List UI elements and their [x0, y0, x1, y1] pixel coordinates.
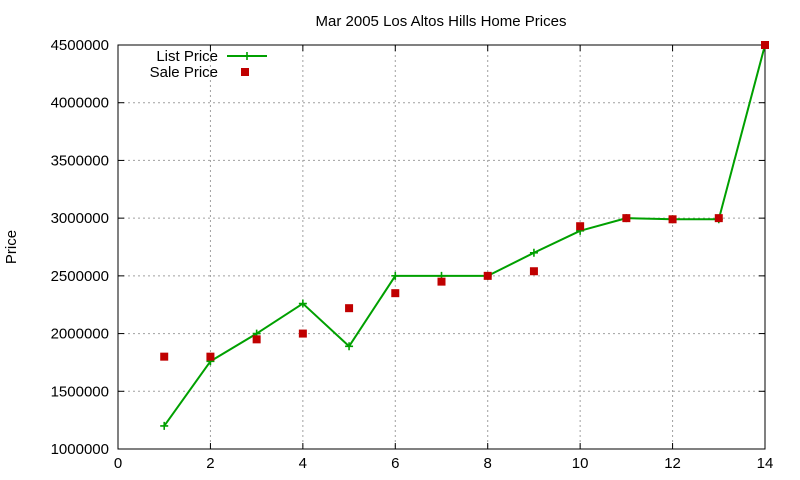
chart-title: Mar 2005 Los Altos Hills Home Prices [316, 13, 567, 30]
axis-ticks: 0 2 4 6 8 10 12 14 1000000 1500000 2000000 2500000 3… [51, 37, 774, 472]
y-tick-label: 1000000 [51, 441, 109, 458]
data-point [391, 289, 400, 298]
x-tick-label: 8 [484, 455, 492, 472]
x-tick-label: 2 [206, 455, 214, 472]
data-point [622, 214, 631, 223]
y-tick-label: 2500000 [51, 268, 109, 285]
y-tick-label: 3500000 [51, 152, 109, 169]
x-tick-label: 4 [299, 455, 307, 472]
data-point [160, 352, 169, 361]
legend-marker [241, 68, 249, 76]
y-tick-label: 3000000 [51, 210, 109, 227]
series [160, 41, 769, 430]
data-point [576, 222, 585, 231]
x-tick-label: 0 [114, 455, 122, 472]
y-tick-label: 4000000 [51, 95, 109, 112]
data-point [298, 329, 307, 338]
data-point [437, 277, 446, 286]
data-point [761, 41, 769, 49]
y-tick-label: 2000000 [51, 326, 109, 343]
data-point [714, 214, 723, 223]
data-point [391, 271, 400, 280]
data-point [483, 271, 492, 280]
x-tick-label: 6 [391, 455, 399, 472]
data-point [252, 335, 261, 344]
x-tick-label: 14 [757, 455, 774, 472]
data-point [160, 421, 169, 430]
x-tick-label: 10 [572, 455, 589, 472]
data-point [668, 215, 677, 224]
legend-label: List Price [156, 48, 218, 65]
legend-marker [243, 52, 251, 60]
series-sale-price [160, 41, 769, 361]
data-point [345, 304, 354, 313]
data-point [529, 248, 538, 257]
y-tick-label: 1500000 [51, 383, 109, 400]
data-point [298, 299, 307, 308]
series-line [163, 44, 766, 427]
series-list-price [160, 41, 769, 430]
grid [118, 45, 765, 449]
data-point [345, 342, 354, 351]
plot-frame [117, 44, 766, 450]
data-point [529, 267, 538, 276]
data-point [206, 352, 215, 361]
x-tick-label: 12 [664, 455, 681, 472]
y-tick-label: 4500000 [51, 37, 109, 54]
legend-label: Sale Price [150, 64, 218, 81]
y-axis-label: Price [3, 230, 20, 264]
